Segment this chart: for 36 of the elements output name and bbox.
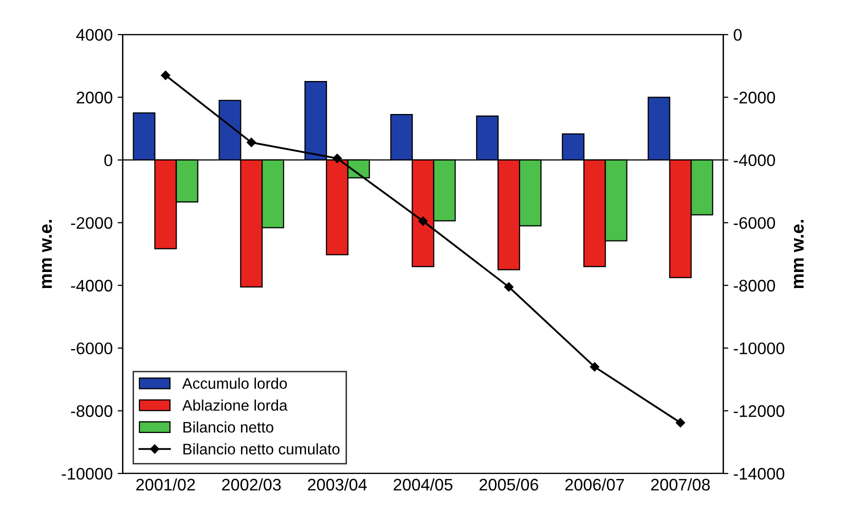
y-tick-label: -2000 (71, 217, 112, 229)
x-tick-label: 2007/08 (651, 478, 710, 491)
y2-tick-label: -8000 (734, 280, 776, 292)
y-tick-label: 4000 (76, 28, 112, 41)
y-tick-label: -8000 (71, 405, 112, 417)
point (332, 154, 342, 164)
legend-label: Accumulo lordo (182, 378, 287, 389)
y-tick-label: 2000 (76, 92, 112, 104)
legend-label: Bilancio netto (183, 421, 274, 433)
y-axis-title: mm w.e. (42, 220, 52, 288)
point (590, 362, 600, 372)
y2-tick-label: -12000 (734, 405, 784, 417)
x-tick-label: 2001/02 (136, 478, 195, 491)
x-tick-label: 2002/03 (222, 478, 281, 491)
x-tick-label: 2004/05 (394, 478, 452, 491)
x-tick-label: 2006/07 (565, 478, 624, 491)
x-tick-label: 2005/06 (480, 478, 538, 491)
y2-tick-label: 0 (734, 28, 742, 41)
point (246, 138, 256, 148)
x-tick-label: 2003/04 (308, 478, 367, 491)
y-tick-label: -6000 (71, 342, 112, 354)
y2-tick-label: -2000 (734, 92, 776, 104)
y2-tick-label: -6000 (734, 217, 776, 229)
point (160, 70, 170, 80)
point (676, 418, 686, 428)
point (504, 282, 514, 292)
y2-tick-label: -10000 (734, 342, 784, 354)
y2-axis-title: mm w.e. (794, 220, 804, 288)
y-tick-label: -10000 (62, 468, 112, 480)
y2-tick-label: -14000 (734, 468, 784, 480)
y-tick-label: -4000 (71, 280, 112, 292)
legend-label: Bilancio netto cumulato (183, 443, 340, 455)
legend-label: Ablazione lorda (182, 400, 288, 411)
y-tick-label: 0 (104, 154, 112, 166)
point (418, 216, 428, 226)
y2-tick-label: -4000 (734, 154, 776, 166)
